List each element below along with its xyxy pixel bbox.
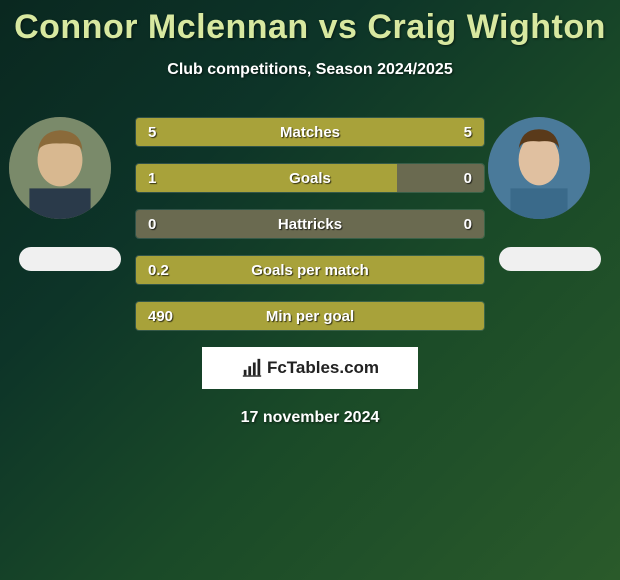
- stats-bars: 55Matches 10Goals 00Hattricks 0.2Goals per …: [135, 117, 485, 331]
- stat-label: Min per goal: [136, 302, 484, 330]
- avatar-placeholder-icon: [9, 117, 111, 219]
- player-left-flag: [19, 247, 121, 271]
- stat-row: 10Goals: [135, 163, 485, 193]
- stat-row: 490Min per goal: [135, 301, 485, 331]
- player-right-flag: [499, 247, 601, 271]
- stat-row: 00Hattricks: [135, 209, 485, 239]
- page-title: Connor Mclennan vs Craig Wighton: [0, 0, 620, 47]
- player-left-avatar: [9, 117, 111, 219]
- comparison-card: Connor Mclennan vs Craig Wighton Club co…: [0, 0, 620, 580]
- stat-row: 0.2Goals per match: [135, 255, 485, 285]
- player-right-avatar: [488, 117, 590, 219]
- stat-label: Goals per match: [136, 256, 484, 284]
- brand-text: FcTables.com: [267, 358, 379, 378]
- avatar-placeholder-icon: [488, 117, 590, 219]
- stat-label: Matches: [136, 118, 484, 146]
- stat-label: Goals: [136, 164, 484, 192]
- chart-icon: [241, 357, 263, 379]
- stat-row: 55Matches: [135, 117, 485, 147]
- date-label: 17 november 2024: [0, 409, 620, 427]
- stat-label: Hattricks: [136, 210, 484, 238]
- content-area: 55Matches 10Goals 00Hattricks 0.2Goals per …: [0, 117, 620, 427]
- subtitle: Club competitions, Season 2024/2025: [0, 61, 620, 79]
- brand-box[interactable]: FcTables.com: [202, 347, 418, 389]
